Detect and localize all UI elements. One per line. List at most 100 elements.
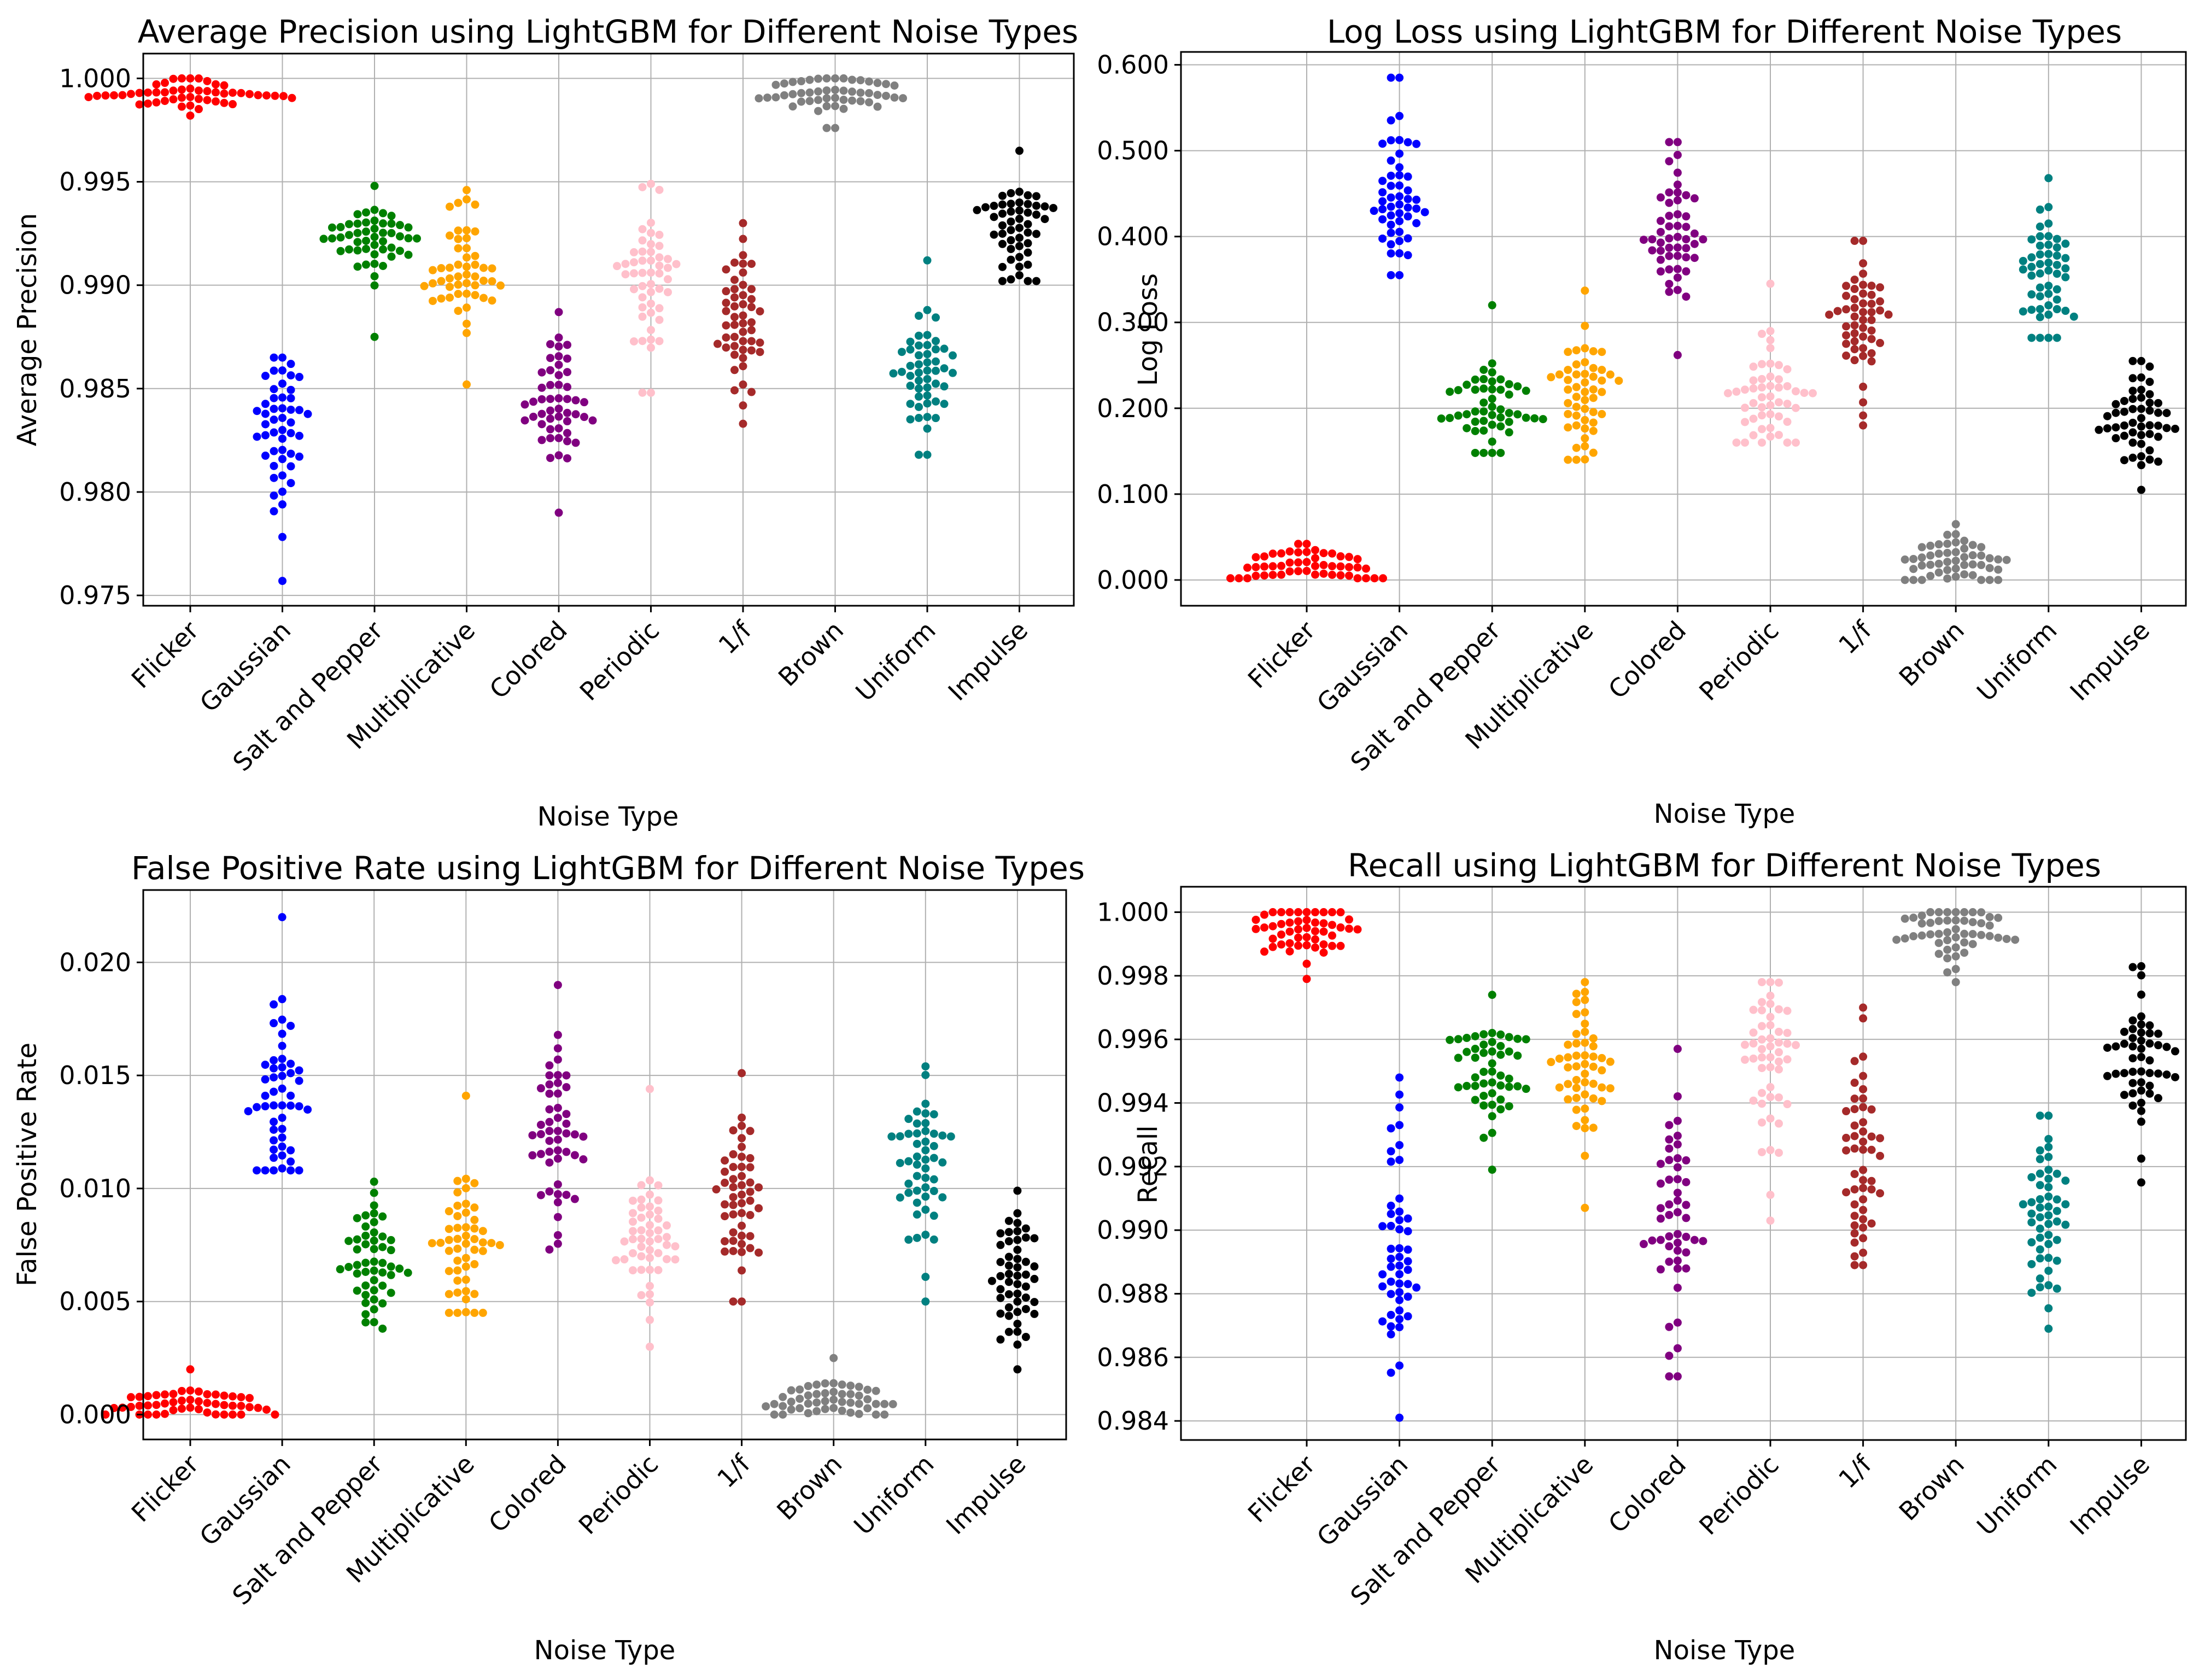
data-point <box>898 348 906 356</box>
data-point <box>2128 387 2137 395</box>
data-point <box>454 307 463 315</box>
series-periodic <box>1724 279 1817 447</box>
data-point <box>1775 1149 1783 1157</box>
data-point <box>1302 959 1311 968</box>
data-point <box>1850 329 1859 338</box>
data-point <box>1741 1055 1749 1064</box>
data-point <box>2112 400 2120 408</box>
data-point <box>554 371 563 379</box>
data-point <box>1013 1219 1022 1227</box>
data-point <box>821 1379 829 1388</box>
data-point <box>637 1242 646 1251</box>
data-point <box>1572 411 1581 420</box>
y-tick-label: 0.000 <box>1097 565 1169 595</box>
x-tick-label-1-f: 1/f <box>711 1448 757 1494</box>
data-point <box>913 1160 921 1169</box>
data-point <box>2052 243 2061 252</box>
data-point <box>471 251 479 260</box>
data-point <box>831 93 839 102</box>
data-point <box>2036 241 2044 250</box>
series-uniform <box>887 1062 955 1306</box>
data-point <box>1004 1290 1013 1298</box>
data-point <box>295 373 303 382</box>
data-point <box>1260 947 1268 956</box>
data-point <box>261 420 270 429</box>
data-point <box>463 253 471 262</box>
data-point <box>1951 925 1960 934</box>
data-point <box>528 1131 537 1140</box>
data-point <box>1294 933 1302 942</box>
data-point <box>1021 1333 1030 1342</box>
data-point <box>946 1132 955 1141</box>
data-point <box>1741 403 1749 412</box>
data-point <box>1758 1118 1766 1127</box>
data-point <box>1387 1322 1395 1331</box>
x-tick-label-brown: Brown <box>771 1449 847 1526</box>
data-point <box>270 1117 278 1126</box>
data-point <box>1387 171 1395 180</box>
data-point <box>2128 1016 2137 1025</box>
data-point <box>1387 1255 1395 1263</box>
data-point <box>379 237 387 245</box>
data-point <box>1682 1248 1691 1257</box>
data-point <box>404 234 413 243</box>
data-point <box>1943 548 1952 557</box>
data-point <box>1030 1309 1039 1318</box>
x-tick-label-periodic: Periodic <box>1693 1450 1785 1541</box>
data-point <box>370 1245 378 1254</box>
data-point <box>1319 948 1328 957</box>
data-point <box>203 1390 212 1398</box>
data-point <box>1378 188 1387 197</box>
data-point <box>1479 426 1488 435</box>
data-point <box>571 410 580 419</box>
data-point <box>404 250 413 259</box>
data-point <box>463 279 471 288</box>
data-point <box>739 319 747 327</box>
data-point <box>1926 551 1935 560</box>
data-point <box>1766 382 1775 390</box>
data-point <box>672 260 681 268</box>
data-point <box>889 369 898 378</box>
data-point <box>1387 249 1395 258</box>
data-point <box>345 220 353 229</box>
data-point <box>1581 1059 1589 1068</box>
data-point <box>630 269 638 278</box>
data-point <box>1682 1232 1691 1241</box>
y-tick-label: 0.980 <box>59 477 131 507</box>
grid-group <box>1181 52 2186 606</box>
data-point <box>923 391 932 400</box>
data-point <box>370 332 379 341</box>
data-point <box>2128 1079 2137 1087</box>
data-point <box>553 1044 562 1053</box>
x-tick-label-uniform: Uniform <box>850 616 941 707</box>
data-point <box>923 383 932 392</box>
data-point <box>1387 1290 1395 1298</box>
data-point <box>536 1084 545 1093</box>
data-point <box>2128 395 2137 403</box>
data-point <box>822 86 831 95</box>
data-point <box>387 1271 395 1279</box>
data-point <box>2128 1089 2137 1098</box>
data-point <box>403 1268 412 1277</box>
data-point <box>1850 303 1859 312</box>
data-point <box>1311 927 1319 935</box>
data-point <box>2019 1200 2027 1209</box>
data-point <box>1015 198 1024 207</box>
data-point <box>461 1254 470 1262</box>
data-point <box>1564 455 1572 464</box>
data-point <box>278 577 286 586</box>
data-point <box>1934 568 1943 577</box>
data-point <box>353 219 362 228</box>
data-point <box>1378 1282 1387 1291</box>
data-point <box>1682 212 1691 221</box>
data-point <box>655 231 664 239</box>
data-point <box>1859 344 1868 353</box>
data-point <box>887 1132 896 1141</box>
data-point <box>588 416 597 425</box>
data-point <box>2145 406 2154 415</box>
data-point <box>856 89 865 97</box>
data-point <box>245 1403 254 1412</box>
data-point <box>915 341 923 350</box>
data-point <box>612 1256 620 1265</box>
data-point <box>638 303 647 312</box>
